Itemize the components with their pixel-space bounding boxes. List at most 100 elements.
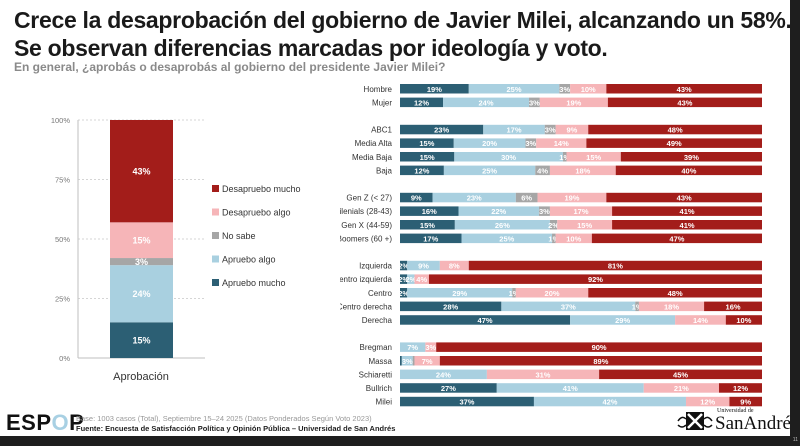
bar-segment-desapruebo-algo	[643, 383, 719, 393]
bar-segment-desapruebo-algo	[515, 288, 589, 298]
data-label: 2%	[398, 262, 409, 271]
legend-swatch	[212, 208, 219, 216]
window-edge	[790, 0, 800, 446]
data-label: 41%	[563, 384, 578, 393]
bar-segment-desapruebo-mucho	[612, 220, 762, 230]
bar-segment-desapruebo-mucho	[718, 383, 762, 393]
bar-row: Schiaretti 24% 31% 45%	[359, 369, 762, 380]
bar-segment-desapruebo-algo	[638, 301, 705, 312]
bar-segment-apruebo-mucho	[400, 165, 444, 176]
bar-segment-apruebo-algo	[453, 138, 526, 148]
bar-row: Boomers (60 +) 17% 25% 1% 10% 47%	[340, 233, 762, 244]
data-label: 17%	[573, 207, 588, 216]
data-label: 45%	[673, 370, 688, 379]
bar-segment-apruebo-mucho	[400, 301, 502, 312]
bar-segment-apruebo-mucho	[400, 192, 433, 203]
bar-segment-apruebo-algo	[407, 288, 513, 298]
legend-swatch	[212, 185, 219, 192]
legend-swatch	[212, 232, 219, 239]
y-tick-label: 0%	[59, 354, 70, 363]
bar-row: Centro 2% 29% 1% 20% 48%	[368, 288, 762, 298]
data-label: 37%	[561, 302, 576, 311]
bar-segment-apruebo-algo	[432, 192, 516, 203]
bar-row: Derecha 47% 29% 14% 10%	[362, 315, 762, 325]
row-label: Centro derecha	[340, 302, 393, 311]
data-label: 3%	[402, 357, 413, 366]
university-label: SanAndrés	[715, 413, 799, 434]
bar-segment-no-sabe	[110, 258, 173, 266]
group-voto: Bregman 7% 3% 90% Massa 3% 7% 89% Schiaretti 24% 3…	[359, 342, 762, 407]
data-label: 48%	[668, 126, 683, 135]
bar-segment-apruebo-algo	[458, 206, 539, 216]
bar-row: Massa 3% 7% 89%	[368, 356, 762, 366]
bar-row: Media Alta 15% 20% 3% 14% 49%	[355, 138, 762, 148]
data-label: 21%	[674, 384, 689, 393]
bar-segment-desapruebo-mucho	[586, 138, 762, 148]
data-label: 3%	[545, 126, 556, 135]
data-label: 92%	[588, 275, 603, 284]
data-label: 17%	[423, 234, 438, 243]
data-label: 8%	[449, 262, 460, 271]
bar-segment-desapruebo-mucho	[588, 124, 762, 135]
breakdown-chart: Hombre 19% 25% 3% 10% 43% Mujer 12% 24% 3% 19% 43% A…	[340, 84, 762, 407]
row-label: ABC1	[371, 126, 392, 135]
bar-segment-desapruebo-mucho	[439, 356, 762, 366]
bar-segment-apruebo-algo	[501, 301, 636, 312]
bar-segment-apruebo-algo	[110, 265, 173, 323]
bar-segment-desapruebo-mucho	[607, 97, 762, 108]
data-label: 3%	[529, 98, 540, 107]
bar-segment-desapruebo-mucho	[591, 233, 762, 244]
legend-item: Apruebo algo	[212, 255, 276, 265]
bar-segment-desapruebo-mucho	[599, 369, 762, 380]
bar-segment-desapruebo-algo	[414, 274, 429, 284]
bar-segment-apruebo-algo	[443, 97, 530, 108]
bar-segment-apruebo-mucho	[400, 315, 571, 325]
bar-segment-desapruebo-algo	[110, 222, 173, 259]
bar-row: Bregman 7% 3% 90%	[360, 342, 762, 352]
legend-item: Desapruebo algo	[212, 208, 291, 218]
group-nse: ABC1 23% 17% 3% 9% 48%Media Alta 15% 20% 3% 14% 49…	[352, 124, 762, 176]
row-label: Bregman	[360, 343, 392, 352]
row-label: Media Alta	[355, 139, 393, 148]
legend-label: Apruebo algo	[222, 255, 276, 265]
row-label: Centro izquierda	[340, 275, 393, 284]
bar-row: Mujer 12% 24% 3% 19% 43%	[372, 97, 762, 108]
data-label: 10%	[581, 85, 596, 94]
bar-row: Izquierda 2% 9% 8% 81%	[359, 260, 762, 271]
row-label: Baja	[376, 166, 393, 175]
data-label: 1%	[548, 234, 559, 243]
data-label: 16%	[726, 302, 741, 311]
title-line-1: Crece la desaprobación del gobierno de J…	[14, 7, 792, 33]
sample-base-note: Base: 1003 casos (Total), Septiembre 15–…	[76, 414, 372, 423]
bar-segment-apruebo-mucho	[400, 396, 534, 407]
bar-segment-desapruebo-mucho	[620, 152, 762, 162]
group-generación: Gen Z (< 27) 9% 23% 6% 19% 43% Milenials (28-4…	[340, 192, 762, 244]
data-label: 4%	[537, 166, 548, 175]
bar-segment-desapruebo-mucho	[729, 396, 762, 407]
data-label: 9%	[411, 194, 422, 203]
data-label: 25%	[482, 166, 497, 175]
bar-segment-desapruebo-mucho	[612, 206, 762, 216]
data-label: 19%	[564, 194, 579, 203]
bar-segment-desapruebo-algo	[425, 342, 437, 352]
data-label: 17%	[507, 126, 522, 135]
bar-segment-no-sabe	[538, 206, 550, 216]
data-label: 6%	[521, 194, 532, 203]
bar-segment-apruebo-algo	[468, 84, 560, 94]
data-label: 40%	[681, 166, 696, 175]
bar-segment-desapruebo-algo	[570, 84, 607, 94]
bar-segment-desapruebo-algo	[537, 192, 607, 203]
data-label: 15%	[577, 221, 592, 230]
university-crest-icon	[677, 412, 713, 430]
data-label: 7%	[422, 357, 433, 366]
bar-segment-no-sabe	[529, 97, 540, 108]
source-note: Fuente: Encuesta de Satisfacción Polític…	[76, 424, 396, 433]
y-tick-label: 50%	[55, 235, 70, 244]
data-label: 15%	[420, 221, 435, 230]
data-label: 2%	[405, 275, 416, 284]
legend-item: Desapruebo mucho	[212, 184, 301, 194]
bar-segment-desapruebo-algo	[549, 165, 616, 176]
bar-segment-no-sabe	[412, 356, 415, 366]
